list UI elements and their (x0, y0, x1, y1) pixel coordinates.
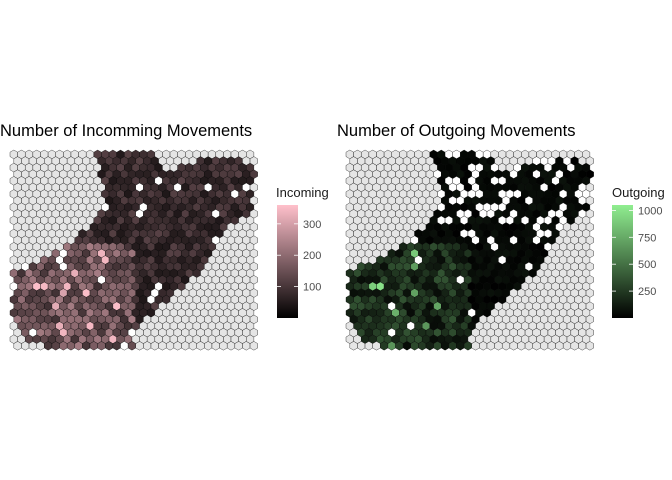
left-panel-title: Number of Incomming Movements (0, 122, 252, 140)
outgoing-legend-title: Outgoing (612, 185, 665, 200)
legend-tick-label: 1000 (638, 205, 662, 217)
empty-hex-cell (585, 341, 594, 351)
incoming-hex-map (9, 149, 258, 351)
legend-tick-label: 200 (303, 250, 321, 262)
legend-tick-label: 250 (638, 286, 656, 298)
legend-tick-label: 300 (303, 219, 321, 231)
incoming-legend-ticks: 100 200 300 (277, 219, 321, 294)
outgoing-colorbar (612, 205, 633, 318)
legend-tick-label: 100 (303, 282, 321, 294)
legend-tick-label: 750 (638, 232, 656, 244)
outgoing-hex-map (345, 149, 594, 351)
incoming-legend-title: Incoming (276, 185, 329, 200)
legend-tick-label: 500 (638, 259, 656, 271)
right-panel-title: Number of Outgoing Movements (337, 122, 575, 140)
empty-hex-cell (249, 341, 258, 351)
outgoing-legend-ticks: 250 500 750 1000 (612, 205, 662, 298)
incoming-colorbar (277, 205, 298, 318)
